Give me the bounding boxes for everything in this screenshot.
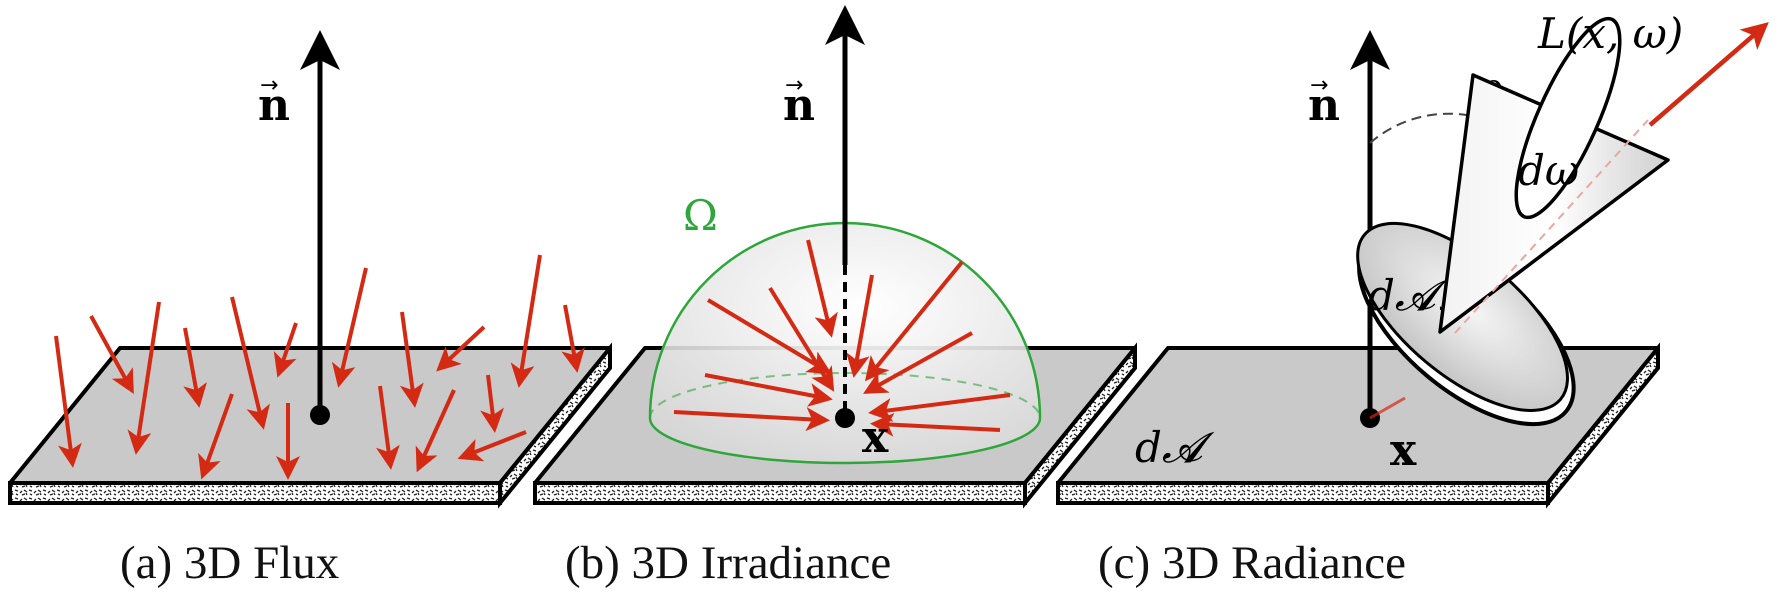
caption-flux: (a) 3D Flux bbox=[120, 537, 339, 589]
omega-label: Ω bbox=[683, 191, 718, 240]
svg-text:→: → bbox=[1310, 73, 1328, 98]
normal-label: n → bbox=[258, 73, 290, 131]
normal-label: n → bbox=[1308, 73, 1340, 131]
radiance-label: L(x, ω) bbox=[1537, 9, 1683, 58]
flux-arrow bbox=[399, 311, 424, 408]
irradiance-arrow bbox=[704, 373, 833, 407]
irradiance-arrows bbox=[673, 239, 1011, 437]
irradiance-arrow bbox=[864, 260, 964, 382]
flux-arrow bbox=[510, 254, 542, 388]
surface-point bbox=[310, 405, 330, 425]
flux-arrows bbox=[54, 254, 585, 480]
solid-angle-cone: dω bbox=[1438, 16, 1670, 334]
point-x-label: x bbox=[862, 412, 889, 463]
point-x-dot bbox=[835, 408, 855, 428]
flux-arrow bbox=[480, 374, 505, 433]
irradiance-arrow bbox=[673, 407, 830, 432]
normal-label: n → bbox=[783, 73, 815, 131]
flux-arrow bbox=[457, 430, 527, 462]
svg-text:n: n bbox=[258, 80, 290, 131]
irradiance-arrow bbox=[806, 239, 838, 338]
svg-text:→: → bbox=[260, 73, 278, 98]
flux-arrow bbox=[415, 389, 456, 473]
svg-text:n: n bbox=[1308, 80, 1340, 131]
flux-arrow bbox=[198, 393, 234, 480]
flux-arrow bbox=[436, 325, 486, 372]
flux-arrow bbox=[230, 296, 270, 430]
flux-arrow bbox=[89, 315, 134, 395]
caption-radiance: (c) 3D Radiance bbox=[1098, 537, 1406, 589]
flux-arrow bbox=[331, 267, 368, 388]
flux-arrow bbox=[273, 322, 298, 378]
flux-arrow bbox=[561, 304, 585, 373]
solid-angle-label: dω bbox=[1518, 146, 1579, 195]
flux-arrow bbox=[127, 301, 161, 455]
caption-irradiance: (b) 3D Irradiance bbox=[565, 537, 891, 589]
irradiance-arrow bbox=[706, 298, 832, 375]
svg-text:n: n bbox=[783, 80, 815, 131]
irradiance-arrow bbox=[868, 393, 1011, 422]
irradiance-arrow bbox=[870, 412, 1001, 437]
flux-arrow bbox=[54, 335, 82, 468]
panel-flux: n → (a) 3D Flux bbox=[8, 30, 612, 589]
disc-stem bbox=[1369, 396, 1406, 420]
area-label: d𝓐 bbox=[1135, 423, 1215, 472]
svg-text:→: → bbox=[785, 73, 803, 98]
panel-irradiance: x n → Ω (b) 3D Irradiance bbox=[533, 5, 1137, 589]
irradiance-arrow bbox=[846, 274, 874, 378]
radiance-arrow bbox=[1648, 22, 1769, 127]
point-x-label: x bbox=[1390, 425, 1417, 476]
irradiance-arrow bbox=[863, 331, 973, 394]
flux-arrow bbox=[376, 385, 400, 470]
panel-radiance: d𝓐 x n → θ d𝓐⊥ dω L(x, ω) (c) 3D Radianc bbox=[1056, 9, 1769, 589]
irradiance-arrow bbox=[768, 286, 835, 392]
flux-arrow bbox=[183, 327, 207, 408]
